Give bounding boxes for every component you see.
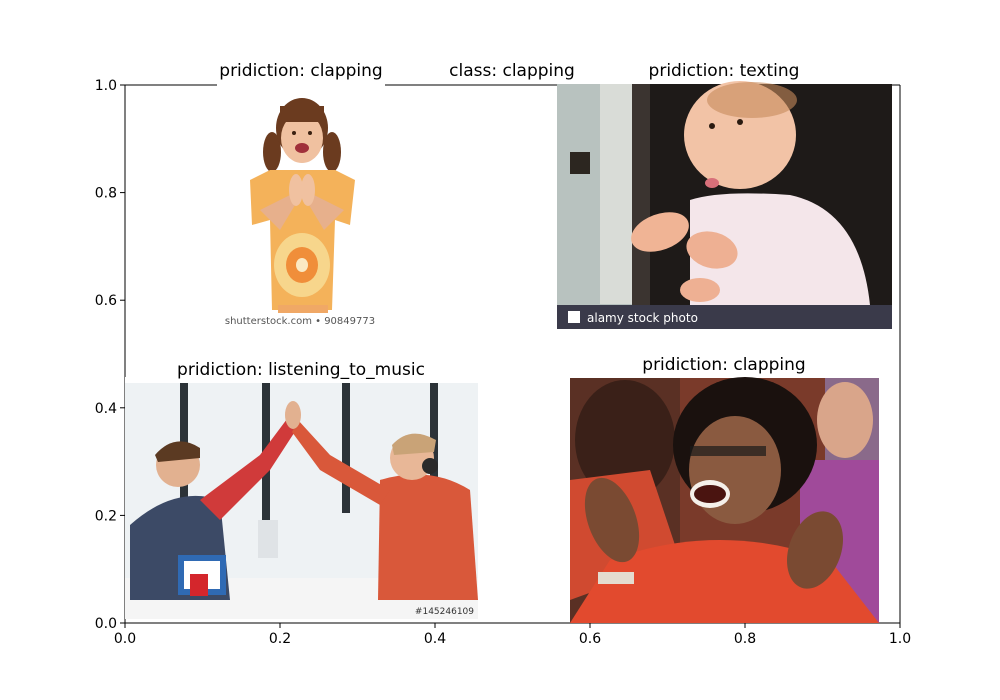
panel-2-watermark: alamy stock photo bbox=[587, 311, 698, 325]
y-axis-ticks: 0.0 0.2 0.4 0.6 0.8 1.0 bbox=[95, 78, 125, 632]
x-axis-ticks: 0.0 0.2 0.4 0.6 0.8 1.0 bbox=[114, 623, 911, 647]
panel-4: pridiction: clapping bbox=[570, 355, 879, 623]
main-title: class: clapping bbox=[449, 61, 575, 81]
x-tick-label: 0.4 bbox=[424, 631, 446, 647]
y-tick-label: 0.4 bbox=[95, 401, 117, 417]
y-tick-label: 0.0 bbox=[95, 616, 117, 632]
y-tick-label: 0.8 bbox=[95, 186, 117, 202]
x-tick-label: 0.2 bbox=[269, 631, 291, 647]
panel-1-title: pridiction: clapping bbox=[219, 61, 382, 81]
panel-3: pridiction: listening_to_music bbox=[125, 360, 479, 619]
panel-4-title: pridiction: clapping bbox=[642, 355, 805, 375]
y-tick-label: 1.0 bbox=[95, 78, 117, 94]
panel-2-image: alamy stock photo bbox=[557, 81, 892, 329]
y-tick-label: 0.6 bbox=[95, 293, 117, 309]
panel-3-image: #145246109 bbox=[125, 383, 478, 619]
x-tick-label: 0.0 bbox=[114, 631, 136, 647]
panel-3-title-bg bbox=[125, 377, 479, 384]
panel-1-image: shutterstock.com • 90849773 bbox=[217, 86, 385, 332]
panel-1-watermark: shutterstock.com • 90849773 bbox=[225, 316, 375, 327]
panel-3-watermark: #145246109 bbox=[415, 607, 474, 617]
x-tick-label: 0.8 bbox=[734, 631, 756, 647]
panel-1: pridiction: clapping shutter bbox=[217, 61, 385, 332]
panel-2-title: pridiction: texting bbox=[649, 61, 800, 81]
x-tick-label: 1.0 bbox=[889, 631, 911, 647]
y-tick-label: 0.2 bbox=[95, 508, 117, 524]
panel-4-image bbox=[570, 377, 879, 623]
panel-1-title-bg bbox=[217, 78, 385, 86]
x-tick-label: 0.6 bbox=[579, 631, 601, 647]
panel-2: pridiction: texting alamy stock photo bbox=[557, 61, 892, 329]
panel-3-title: pridiction: listening_to_music bbox=[177, 360, 425, 380]
